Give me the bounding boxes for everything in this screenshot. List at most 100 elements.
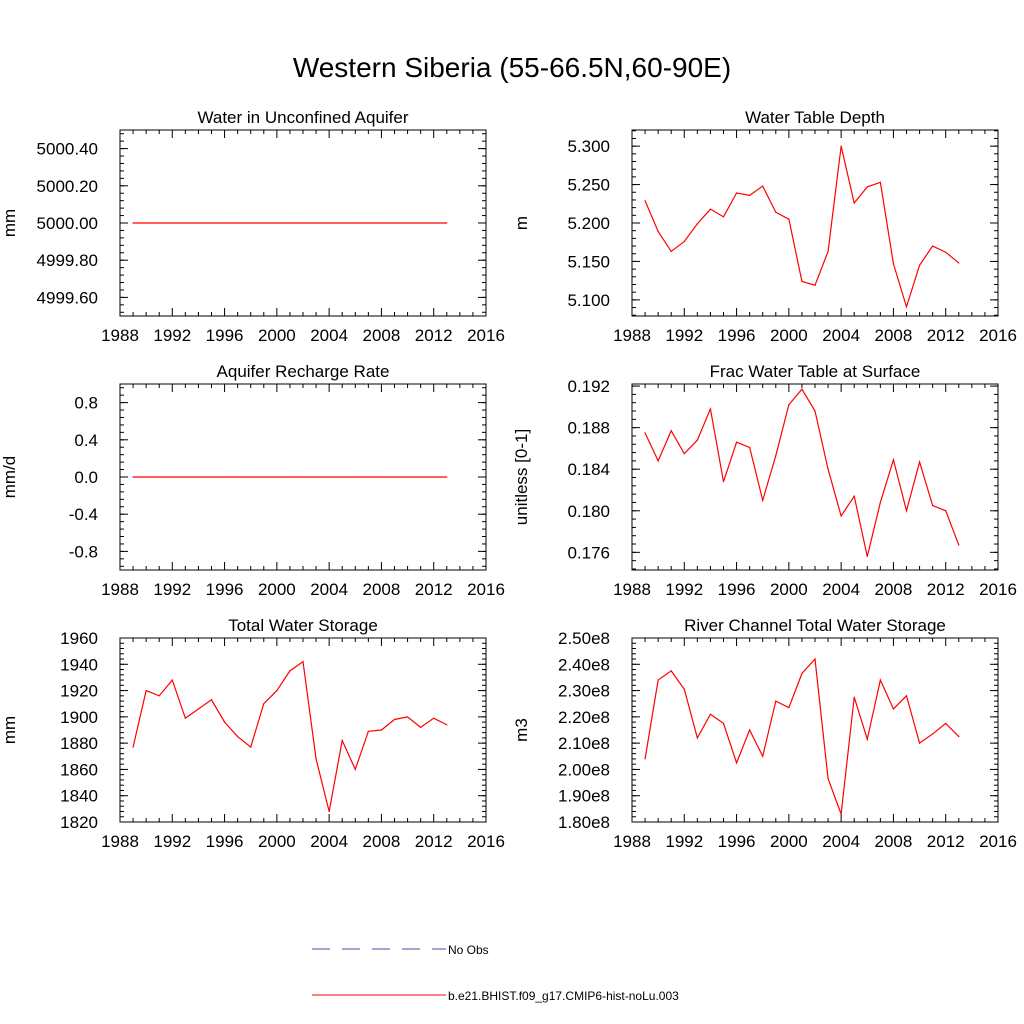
data-point	[223, 222, 226, 224]
x-tick-label: 2000	[770, 326, 808, 345]
y-tick-label: 5.200	[567, 214, 610, 233]
panel-1: Water Table Depth m 1988 1992 1996 2000 2004 20…	[512, 108, 1017, 345]
y-axis-label: mm	[0, 209, 19, 237]
data-point	[184, 717, 186, 719]
data-point	[762, 499, 764, 501]
data-point	[722, 216, 725, 218]
x-tick-label: 2016	[979, 580, 1017, 599]
data-point	[145, 689, 147, 692]
data-point	[696, 223, 698, 225]
data-point	[420, 726, 422, 728]
y-tick-label: 2.00e8	[558, 760, 610, 779]
x-tick-label: 2004	[310, 326, 348, 345]
data-point	[393, 222, 396, 224]
data-point	[905, 306, 908, 308]
data-point	[158, 695, 160, 697]
y-tick-label: 1820	[60, 813, 98, 832]
data-point	[341, 476, 343, 478]
data-point	[866, 738, 868, 740]
data-point	[657, 460, 659, 462]
data-point	[393, 476, 396, 478]
x-tick-label: 2000	[258, 832, 296, 851]
data-point	[276, 476, 278, 478]
data-point	[237, 476, 239, 478]
x-tick-label: 2012	[927, 832, 965, 851]
x-tick-label: 1996	[206, 326, 244, 345]
data-point	[945, 251, 947, 253]
data-point	[892, 459, 895, 461]
panel-2: Aquifer Recharge Rate mm/d 1988 1992 1996 200…	[0, 362, 505, 599]
x-tick-label: 1996	[206, 580, 244, 599]
y-tick-label: 5000.40	[37, 140, 98, 159]
panel-frame	[631, 129, 999, 317]
panel-title: Water in Unconfined Aquifer	[197, 108, 408, 127]
data-point	[918, 742, 921, 744]
data-point	[801, 280, 803, 283]
data-point	[380, 729, 383, 731]
data-point	[171, 679, 173, 681]
x-tick-label: 2004	[310, 832, 348, 851]
data-point	[302, 661, 304, 663]
y-tick-label: 1.90e8	[558, 787, 610, 806]
data-point	[380, 222, 383, 224]
y-tick-label: 4999.60	[37, 288, 98, 307]
y-tick-label: 0.180	[567, 502, 610, 521]
data-point	[210, 222, 213, 224]
y-axis-label: m	[512, 216, 531, 230]
data-point	[749, 446, 751, 448]
data-point	[788, 404, 790, 406]
data-point	[775, 211, 777, 213]
data-point	[722, 722, 725, 725]
data-point	[341, 222, 343, 224]
data-point	[145, 222, 147, 224]
data-point	[696, 439, 698, 441]
data-point	[958, 544, 960, 546]
data-point	[433, 476, 435, 478]
data-point	[433, 222, 435, 224]
data-point	[210, 476, 213, 478]
data-point	[840, 145, 842, 147]
data-point	[709, 208, 712, 210]
panel-title: Frac Water Table at Surface	[710, 362, 921, 381]
data-point	[406, 476, 409, 478]
data-point	[892, 708, 895, 710]
data-point	[406, 222, 409, 224]
y-tick-label: 4999.80	[37, 251, 98, 270]
data-point	[932, 504, 934, 507]
y-axis-label: mm	[0, 716, 19, 744]
data-point	[775, 700, 777, 702]
data-point	[814, 410, 816, 412]
y-tick-label: 2.50e8	[558, 629, 610, 648]
data-point	[315, 476, 317, 478]
x-tick-label: 1992	[153, 832, 191, 851]
panel-4: Total Water Storage mm 1988 1992 1996 2000 200…	[0, 616, 505, 851]
x-tick-label: 2004	[822, 832, 860, 851]
data-point	[749, 729, 751, 731]
y-tick-label: 0.8	[74, 394, 98, 413]
figure-title: Western Siberia (55-66.5N,60-90E)	[292, 52, 732, 83]
x-tick-label: 2008	[363, 832, 401, 851]
series-line	[644, 146, 960, 309]
data-point	[788, 218, 790, 220]
data-point	[683, 240, 685, 243]
data-point	[879, 181, 881, 183]
data-point	[420, 476, 422, 478]
panel-0: Water in Unconfined Aquifer mm 1988 1992 199…	[0, 108, 505, 345]
data-point	[420, 222, 422, 224]
data-point	[749, 194, 751, 196]
data-point	[814, 284, 816, 286]
y-tick-label: 0.184	[567, 460, 610, 479]
y-tick-label: 5000.20	[37, 177, 98, 196]
x-tick-label: 1988	[613, 580, 651, 599]
y-tick-label: 5.250	[567, 176, 610, 195]
data-point	[276, 689, 278, 692]
data-point	[302, 222, 304, 224]
data-point	[945, 510, 947, 512]
data-point	[354, 222, 356, 224]
data-point	[853, 495, 855, 497]
y-tick-label: 5.150	[567, 252, 610, 271]
data-point	[315, 758, 317, 760]
data-point	[380, 476, 383, 478]
data-point	[709, 713, 712, 715]
